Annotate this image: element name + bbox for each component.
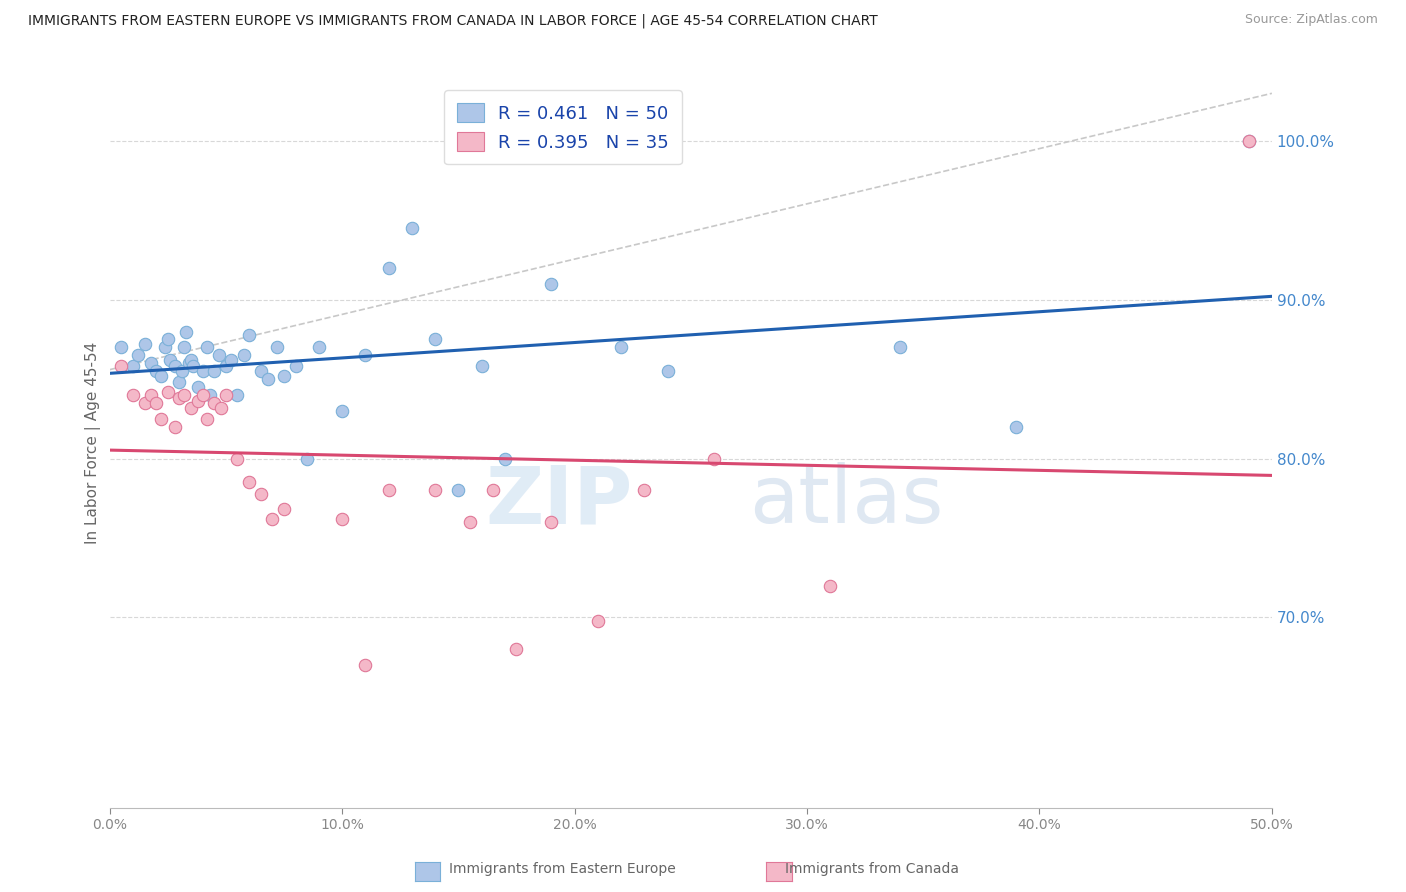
Point [149,412,172,426]
Point [256,372,278,386]
Point [540,515,562,529]
Point [330,512,353,526]
Point [195,412,218,426]
Point [134,396,156,410]
Point [308,340,330,354]
Point [818,579,841,593]
Point [173,388,195,402]
Point [195,340,218,354]
Point [209,401,232,415]
Point [423,483,446,498]
Point [1237,134,1260,148]
Point [156,384,179,399]
Point [657,364,679,378]
Point [219,353,242,368]
Point [127,348,149,362]
Point [233,348,256,362]
Point [187,380,209,394]
Point [122,388,145,402]
Point [202,364,225,378]
Point [180,353,202,368]
Point [122,359,145,374]
Point [149,369,172,384]
Y-axis label: In Labor Force | Age 45-54: In Labor Force | Age 45-54 [86,342,101,544]
Point [703,451,725,466]
Point [447,483,470,498]
Text: Source: ZipAtlas.com: Source: ZipAtlas.com [1244,13,1378,27]
Point [159,353,181,368]
Point [226,451,249,466]
Point [262,512,284,526]
Point [471,359,494,374]
Point [284,359,307,374]
Point [249,364,271,378]
Point [173,340,195,354]
Text: Immigrants from Eastern Europe: Immigrants from Eastern Europe [449,862,676,876]
Point [423,333,446,347]
Point [273,369,295,384]
Point [354,658,377,673]
Point [266,340,288,354]
Point [401,221,423,235]
Point [169,376,191,390]
Point [145,396,167,410]
Point [238,327,260,342]
Point [169,391,191,405]
Point [110,359,132,374]
Text: IMMIGRANTS FROM EASTERN EUROPE VS IMMIGRANTS FROM CANADA IN LABOR FORCE | AGE 45: IMMIGRANTS FROM EASTERN EUROPE VS IMMIGR… [28,13,877,28]
Point [330,404,353,418]
Point [180,401,202,415]
Point [134,337,156,351]
Point [156,333,179,347]
Point [482,483,505,498]
Point [1237,134,1260,148]
Point [586,614,609,628]
Legend: R = 0.461   N = 50, R = 0.395   N = 35: R = 0.461 N = 50, R = 0.395 N = 35 [444,90,682,164]
Point [141,356,163,370]
Point [458,515,481,529]
Point [163,359,186,374]
Point [141,388,163,402]
Text: ZIP: ZIP [485,462,633,541]
Point [198,388,221,402]
Point [249,486,271,500]
Point [1005,420,1028,434]
Text: atlas: atlas [749,462,943,541]
Point [354,348,377,362]
Point [191,388,214,402]
Point [145,364,167,378]
Point [226,388,249,402]
Text: Immigrants from Canada: Immigrants from Canada [785,862,959,876]
Point [215,388,238,402]
Point [505,642,527,657]
Point [297,451,319,466]
Point [187,394,209,409]
Point [155,340,177,354]
Point [494,451,516,466]
Point [377,483,399,498]
Point [110,340,132,354]
Point [177,356,200,370]
Point [238,475,260,490]
Point [191,364,214,378]
Point [176,325,198,339]
Point [163,420,186,434]
Point [202,396,225,410]
Point [170,364,193,378]
Point [377,260,399,275]
Point [889,340,911,354]
Point [181,359,204,374]
Point [208,348,231,362]
Point [633,483,655,498]
Point [273,502,295,516]
Point [610,340,633,354]
Point [540,277,562,291]
Point [215,359,238,374]
